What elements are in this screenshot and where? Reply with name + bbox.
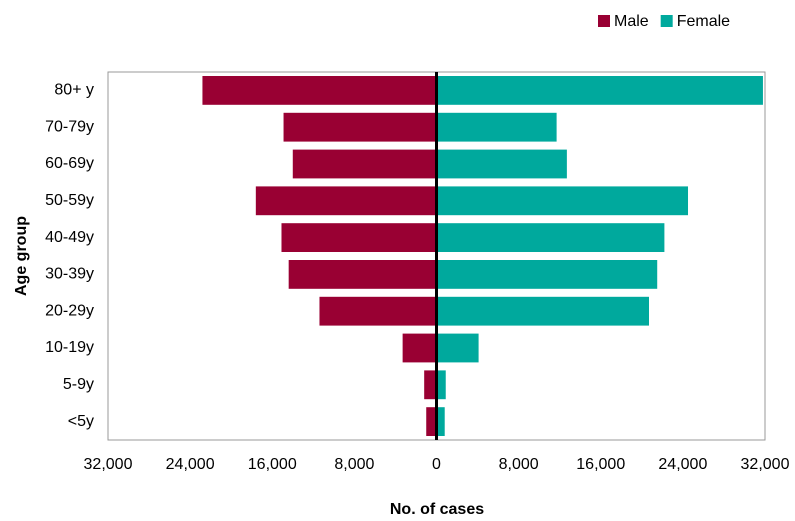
x-tick-label: 0 xyxy=(432,456,441,473)
y-tick-label: <5y xyxy=(68,413,94,430)
y-tick-label: 80+ y xyxy=(54,82,94,99)
bar xyxy=(281,223,437,252)
legend-label: Female xyxy=(677,13,730,30)
bar xyxy=(255,186,437,216)
y-tick-label: 10-19y xyxy=(45,339,94,356)
bar xyxy=(426,407,437,436)
y-axis-title: Age group xyxy=(13,216,30,296)
bar xyxy=(436,333,479,363)
bar xyxy=(436,407,445,436)
bar xyxy=(292,149,437,179)
legend-swatch xyxy=(660,15,673,27)
bar xyxy=(424,370,437,400)
bar xyxy=(288,260,437,289)
y-tick-label: 40-49y xyxy=(45,229,94,246)
bar xyxy=(436,260,658,289)
y-tick-label: 70-79y xyxy=(45,118,94,135)
bar xyxy=(283,112,437,142)
legend-label: Male xyxy=(614,13,649,30)
y-tick-label: 60-69y xyxy=(45,155,94,172)
bar xyxy=(436,370,446,400)
bar xyxy=(436,223,665,252)
y-tick-label: 5-9y xyxy=(63,376,94,393)
bar xyxy=(202,76,437,105)
x-tick-label: 24,000 xyxy=(166,456,215,473)
bar xyxy=(436,76,763,105)
x-tick-label: 16,000 xyxy=(248,456,297,473)
bar xyxy=(436,296,649,326)
y-tick-label: 20-29y xyxy=(45,302,94,319)
legend-swatch xyxy=(598,15,610,27)
bar xyxy=(436,149,567,179)
x-tick-label: 16,000 xyxy=(576,456,625,473)
x-tick-label: 32,000 xyxy=(741,456,790,473)
x-tick-label: 24,000 xyxy=(658,456,707,473)
x-tick-label: 32,000 xyxy=(84,456,133,473)
x-tick-label: 8,000 xyxy=(334,456,374,473)
y-tick-label: 50-59y xyxy=(45,192,94,209)
bar xyxy=(436,186,689,216)
x-axis-title: No. of cases xyxy=(390,501,484,518)
bar xyxy=(319,296,437,326)
x-tick-label: 8,000 xyxy=(499,456,539,473)
bar xyxy=(402,333,437,363)
bar xyxy=(436,112,557,142)
y-tick-label: 30-39y xyxy=(45,266,94,283)
